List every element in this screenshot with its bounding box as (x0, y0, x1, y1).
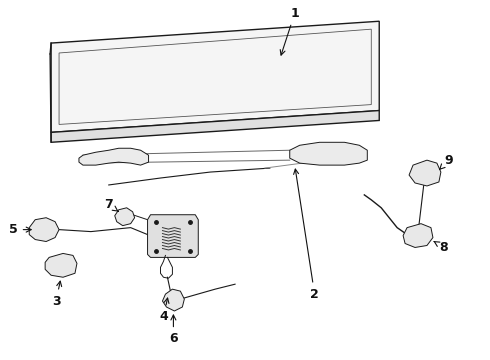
Polygon shape (51, 111, 379, 142)
Polygon shape (79, 148, 148, 165)
Polygon shape (163, 289, 184, 311)
Text: 2: 2 (294, 169, 319, 301)
Polygon shape (290, 142, 368, 165)
Text: 9: 9 (440, 154, 453, 170)
Polygon shape (45, 253, 77, 277)
Polygon shape (115, 208, 135, 226)
Text: 3: 3 (52, 281, 62, 307)
Polygon shape (51, 21, 379, 132)
Text: 8: 8 (434, 241, 448, 254)
Polygon shape (29, 218, 59, 242)
Polygon shape (147, 215, 198, 257)
Polygon shape (409, 160, 441, 186)
Text: 4: 4 (159, 298, 169, 323)
Text: 5: 5 (9, 223, 31, 236)
Text: 6: 6 (169, 315, 178, 345)
Text: 7: 7 (104, 198, 118, 211)
Text: 1: 1 (280, 7, 299, 55)
Polygon shape (403, 224, 433, 247)
